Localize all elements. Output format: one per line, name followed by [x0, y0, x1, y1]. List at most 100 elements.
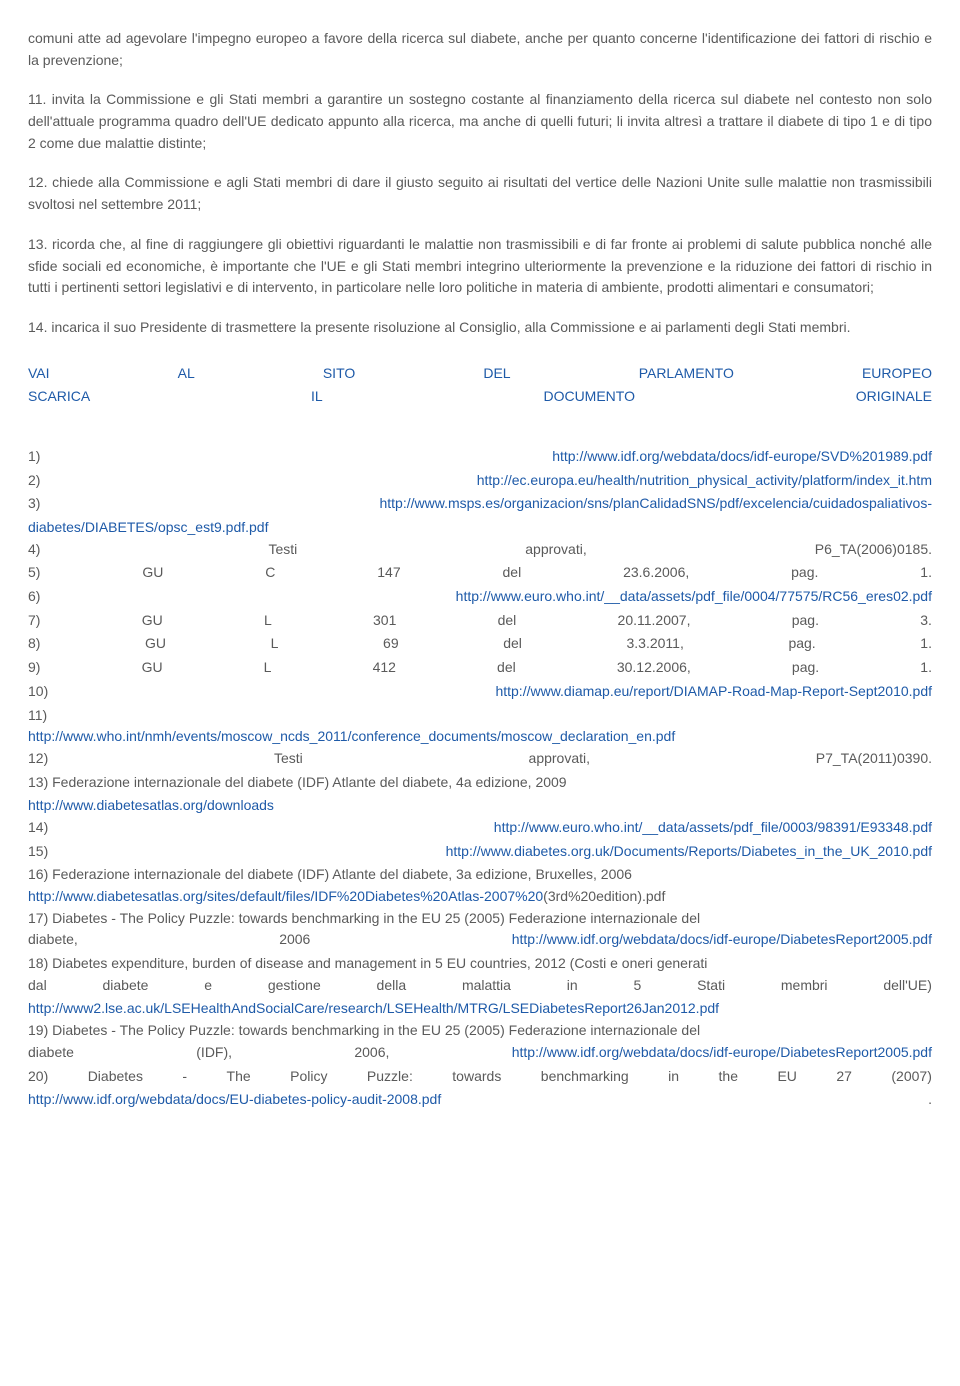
ref-word: 3. — [920, 610, 932, 632]
ref-word: diabete — [102, 975, 148, 997]
ref-word: 2006 — [279, 929, 310, 951]
ref-word: pag. — [788, 633, 815, 655]
ref-12: 12) Testi approvati, P7_TA(2011)0390. — [28, 748, 932, 770]
ref-word: pag. — [791, 562, 818, 584]
ref-url[interactable]: http://www.euro.who.int/__data/assets/pd… — [494, 817, 932, 839]
ref-word: del — [498, 610, 517, 632]
ref-word: dell'UE) — [883, 975, 932, 997]
ref-word: GU — [145, 633, 166, 655]
ref-word: Stati — [697, 975, 725, 997]
paragraph-12: 12. chiede alla Commissione e agli Stati… — [28, 172, 932, 215]
paragraph-intro: comuni atte ad agevolare l'impegno europ… — [28, 28, 932, 71]
ref-17-pre: 17) Diabetes - The Policy Puzzle: toward… — [28, 908, 932, 930]
ref-word: malattia — [462, 975, 511, 997]
ref-word: 20) — [28, 1066, 48, 1088]
ref-url[interactable]: http://www.diamap.eu/report/DIAMAP-Road-… — [495, 681, 932, 703]
ref-1: 1) http://www.idf.org/webdata/docs/idf-e… — [28, 446, 932, 468]
ref-word: 2006, — [354, 1042, 389, 1064]
ref-16-url: http://www.diabetesatlas.org/sites/defau… — [28, 886, 932, 908]
paragraph-14: 14. incarica il suo Presidente di trasme… — [28, 317, 932, 339]
ref-10: 10) http://www.diamap.eu/report/DIAMAP-R… — [28, 681, 932, 703]
ref-num: 3) — [28, 493, 40, 515]
ref-url[interactable]: http://www.idf.org/webdata/docs/EU-diabe… — [28, 1089, 441, 1111]
ref-word: 7) — [28, 610, 40, 632]
ref-tail: (3rd%20edition).pdf — [543, 888, 665, 904]
ref-word: Policy — [290, 1066, 327, 1088]
ref-url[interactable]: http://www2.lse.ac.uk/LSEHealthAndSocial… — [28, 1000, 719, 1016]
link-word: AL — [178, 363, 195, 385]
ref-word: benchmarking — [541, 1066, 629, 1088]
ref-word: in — [668, 1066, 679, 1088]
ref-word: diabete, — [28, 929, 78, 951]
ref-word: towards — [452, 1066, 501, 1088]
link-word: ORIGINALE — [856, 386, 932, 408]
ref-20-mid: 20) Diabetes - The Policy Puzzle: toward… — [28, 1066, 932, 1088]
ref-word: 1. — [920, 633, 932, 655]
link-row-parliament[interactable]: VAI AL SITO DEL PARLAMENTO EUROPEO — [28, 363, 932, 385]
ref-2: 2) http://ec.europa.eu/health/nutrition_… — [28, 470, 932, 492]
ref-3: 3) http://www.msps.es/organizacion/sns/p… — [28, 493, 932, 515]
ref-word: C — [265, 562, 275, 584]
ref-url[interactable]: http://www.diabetesatlas.org/downloads — [28, 797, 274, 813]
ref-word: GU — [142, 657, 163, 679]
ref-word: Puzzle: — [367, 1066, 413, 1088]
ref-6: 6) http://www.euro.who.int/__data/assets… — [28, 586, 932, 608]
ref-url[interactable]: http://www.idf.org/webdata/docs/idf-euro… — [552, 446, 932, 468]
ref-word: GU — [142, 562, 163, 584]
ref-word: in — [567, 975, 578, 997]
ref-18-url: http://www2.lse.ac.uk/LSEHealthAndSocial… — [28, 998, 932, 1020]
ref-url[interactable]: http://www.diabetesatlas.org/sites/defau… — [28, 888, 543, 904]
ref-num: 10) — [28, 681, 48, 703]
ref-url[interactable]: http://www.idf.org/webdata/docs/idf-euro… — [512, 929, 932, 951]
link-word: VAI — [28, 363, 50, 385]
ref-17-mid: diabete, 2006 http://www.idf.org/webdata… — [28, 929, 932, 951]
link-word: PARLAMENTO — [639, 363, 734, 385]
link-word: IL — [311, 386, 323, 408]
ref-num: 14) — [28, 817, 48, 839]
ref-word: Testi — [274, 748, 303, 770]
ref-11-num: 11) — [28, 705, 932, 727]
ref-url[interactable]: http://www.who.int/nmh/events/moscow_ncd… — [28, 728, 675, 744]
ref-word: 27 — [836, 1066, 852, 1088]
ref-word: 23.6.2006, — [623, 562, 689, 584]
ref-8: 8) GU L 69 del 3.3.2011, pag. 1. — [28, 633, 932, 655]
ref-word: 412 — [373, 657, 396, 679]
link-word: DEL — [483, 363, 510, 385]
ref-word: Testi — [268, 539, 297, 561]
link-row-download[interactable]: SCARICA IL DOCUMENTO ORIGINALE — [28, 386, 932, 408]
ref-18-pre: 18) Diabetes expenditure, burden of dise… — [28, 953, 932, 975]
ref-3-cont: diabetes/DIABETES/opsc_est9.pdf.pdf — [28, 517, 932, 539]
ref-url[interactable]: http://www.msps.es/organizacion/sns/plan… — [379, 493, 932, 515]
ref-url[interactable]: http://www.diabetes.org.uk/Documents/Rep… — [446, 841, 932, 863]
ref-word: The — [227, 1066, 251, 1088]
ref-word: 5 — [633, 975, 641, 997]
ref-num: 6) — [28, 586, 40, 608]
ref-word: del — [503, 633, 522, 655]
ref-url[interactable]: http://www.euro.who.int/__data/assets/pd… — [456, 586, 932, 608]
ref-word: - — [182, 1066, 187, 1088]
ref-13-url: http://www.diabetesatlas.org/downloads — [28, 795, 932, 817]
ref-url[interactable]: http://www.idf.org/webdata/docs/idf-euro… — [512, 1042, 932, 1064]
link-word: DOCUMENTO — [543, 386, 635, 408]
ref-word: 147 — [377, 562, 400, 584]
ref-5: 5) GU C 147 del 23.6.2006, pag. 1. — [28, 562, 932, 584]
ref-word: e — [204, 975, 212, 997]
ref-word: L — [271, 633, 279, 655]
ref-19-mid: diabete (IDF), 2006, http://www.idf.org/… — [28, 1042, 932, 1064]
ref-word: pag. — [792, 657, 819, 679]
ref-word: del — [497, 657, 516, 679]
ref-num: 2) — [28, 470, 40, 492]
ref-4: 4) Testi approvati, P6_TA(2006)0185. — [28, 539, 932, 561]
ref-16-pre: 16) Federazione internazionale del diabe… — [28, 864, 932, 886]
references-block: 1) http://www.idf.org/webdata/docs/idf-e… — [28, 446, 932, 1111]
ref-word: the — [719, 1066, 738, 1088]
ref-11-url: http://www.who.int/nmh/events/moscow_ncd… — [28, 726, 932, 748]
ref-url[interactable]: diabetes/DIABETES/opsc_est9.pdf.pdf — [28, 519, 268, 535]
ref-word: P7_TA(2011)0390. — [816, 748, 932, 770]
ref-word: della — [377, 975, 407, 997]
ref-19-pre: 19) Diabetes - The Policy Puzzle: toward… — [28, 1020, 932, 1042]
ref-13-pre: 13) Federazione internazionale del diabe… — [28, 772, 932, 794]
ref-url[interactable]: http://ec.europa.eu/health/nutrition_phy… — [477, 470, 932, 492]
ref-num: 15) — [28, 841, 48, 863]
ref-text: 13) Federazione internazionale del diabe… — [28, 772, 932, 794]
